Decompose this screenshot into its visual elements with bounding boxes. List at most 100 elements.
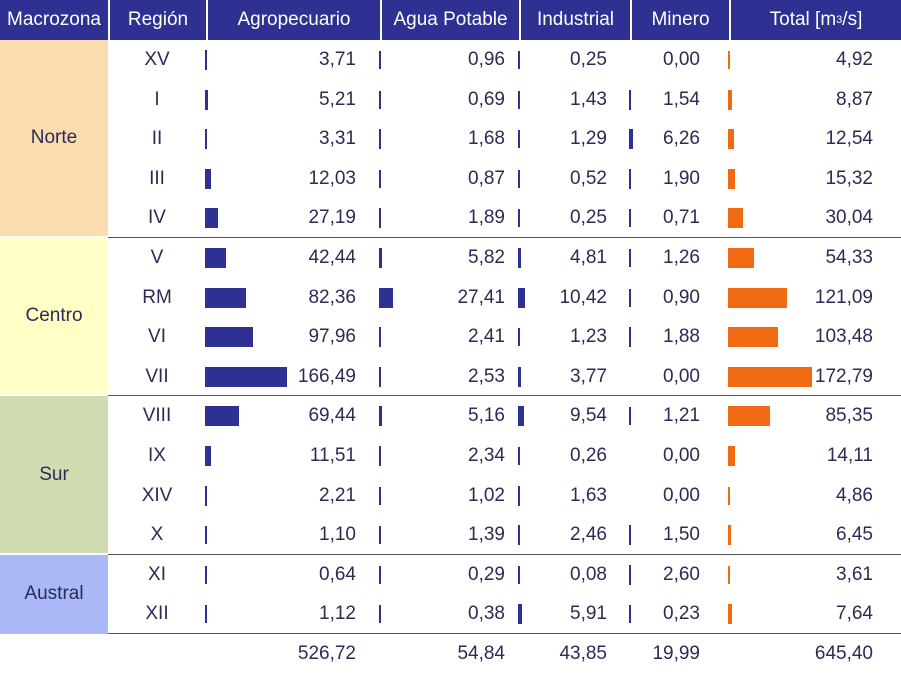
bar-agro: [205, 50, 207, 70]
macrozona-divider: [108, 553, 901, 555]
value-total: 30,04: [825, 207, 873, 229]
value-industrial: 1,63: [570, 484, 607, 506]
bar-industrial: [518, 525, 520, 546]
value-agua: 0,87: [468, 167, 505, 189]
value-minero: 1,90: [663, 167, 700, 189]
bar-agua: [379, 51, 381, 69]
value-industrial: 9,54: [570, 405, 607, 427]
bar-total: [728, 604, 732, 625]
table-row: III 12,03 0,87 0,52 1,90 15,32: [0, 159, 901, 199]
bar-agro: [205, 485, 207, 506]
bar-industrial: [518, 565, 520, 584]
table-header: Macrozona Región Agropecuario Agua Potab…: [0, 0, 901, 40]
region-label: VI: [148, 326, 166, 348]
header-macrozona: Macrozona: [0, 0, 108, 40]
bar-agro: [205, 248, 226, 268]
total-total: 645,40: [814, 643, 873, 664]
bar-minero: [629, 89, 631, 110]
value-minero: 1,26: [663, 247, 700, 268]
value-agua: 1,02: [468, 484, 505, 506]
bar-total: [728, 89, 733, 110]
bar-minero: [629, 525, 631, 546]
bar-industrial: [518, 169, 520, 188]
value-minero: 2,60: [663, 563, 700, 585]
value-industrial: 1,43: [570, 88, 607, 110]
table-row: II 3,31 1,68 1,29 6,26 12,54: [0, 119, 901, 159]
header-agropecuario: Agropecuario: [208, 0, 380, 40]
bar-agua: [379, 406, 382, 427]
table-row: RM 82,36 27,41 10,42 0,90 121,09: [0, 278, 901, 318]
table-row: VII 166,49 2,53 3,77 0,00 172,79: [0, 357, 901, 397]
bar-industrial: [518, 366, 521, 387]
value-agua: 1,39: [468, 524, 505, 546]
table-row: XI 0,64 0,29 0,08 2,60 3,61: [0, 555, 901, 595]
value-agro: 42,44: [308, 247, 356, 268]
header-industrial: Industrial: [521, 0, 630, 40]
value-agua: 5,16: [468, 405, 505, 427]
bar-agro: [205, 327, 254, 348]
value-industrial: 0,08: [570, 563, 607, 585]
bar-minero: [629, 288, 631, 307]
value-minero: 0,00: [663, 484, 700, 506]
bar-minero: [629, 564, 631, 585]
bar-agro: [205, 406, 240, 427]
bar-agua: [379, 366, 381, 387]
value-industrial: 4,81: [570, 247, 607, 268]
value-total: 12,54: [825, 128, 873, 150]
region-label: V: [150, 247, 164, 268]
value-industrial: 0,52: [570, 167, 607, 189]
total-minero: 19,99: [652, 643, 700, 664]
value-industrial: 1,23: [570, 326, 607, 348]
bar-agua: [379, 565, 381, 584]
region-label: XIV: [141, 484, 173, 506]
value-total: 54,33: [825, 247, 873, 268]
bar-agua: [379, 327, 381, 348]
header-region: Región: [110, 0, 206, 40]
bar-agua: [379, 90, 381, 109]
value-industrial: 0,26: [570, 445, 607, 466]
value-agua: 0,96: [468, 49, 505, 70]
macrozona-sur: Sur: [0, 396, 108, 553]
bar-total: [728, 366, 812, 387]
value-agro: 1,10: [319, 524, 356, 546]
value-total: 7,64: [836, 603, 873, 625]
value-agro: 11,51: [309, 445, 356, 466]
macrozona-norte: Norte: [0, 40, 108, 236]
bar-total: [728, 287, 787, 308]
value-minero: 1,50: [663, 524, 700, 546]
table-row: XIV 2,21 1,02 1,63 0,00 4,86: [0, 476, 901, 516]
bar-total: [728, 486, 731, 505]
value-agro: 166,49: [297, 365, 356, 387]
region-label: I: [154, 88, 160, 110]
bar-agua: [379, 129, 381, 150]
bar-industrial: [518, 604, 522, 625]
value-minero: 1,21: [663, 405, 700, 427]
bar-total: [728, 565, 730, 584]
value-agro: 2,21: [319, 484, 356, 506]
bar-agro: [205, 168, 211, 189]
header-agua-potable: Agua Potable: [382, 0, 519, 40]
value-agro: 1,12: [319, 603, 356, 625]
value-industrial: 1,29: [570, 128, 607, 150]
macrozona-centro: Centro: [0, 238, 108, 395]
value-agua: 0,69: [468, 88, 505, 110]
value-agua: 0,29: [468, 563, 505, 585]
bar-agro: [205, 89, 208, 110]
table-row: VIII 69,44 5,16 9,54 1,21 85,35: [0, 396, 901, 436]
bar-industrial: [518, 447, 520, 465]
bar-total: [728, 208, 743, 229]
region-label: III: [149, 167, 165, 189]
bar-agua: [379, 526, 381, 545]
header-total-prefix: Total [m: [769, 9, 837, 30]
value-agua: 2,34: [468, 445, 505, 466]
bar-total: [728, 168, 736, 189]
value-minero: 0,00: [663, 365, 700, 387]
value-total: 4,92: [836, 49, 873, 70]
value-agua: 2,41: [468, 326, 505, 348]
table-row: IV 27,19 1,89 0,25 0,71 30,04: [0, 198, 901, 238]
total-industrial: 43,85: [559, 643, 607, 664]
value-agro: 12,03: [308, 167, 356, 189]
header-minero: Minero: [632, 0, 729, 40]
bar-total: [728, 129, 735, 150]
region-label: X: [150, 524, 164, 546]
